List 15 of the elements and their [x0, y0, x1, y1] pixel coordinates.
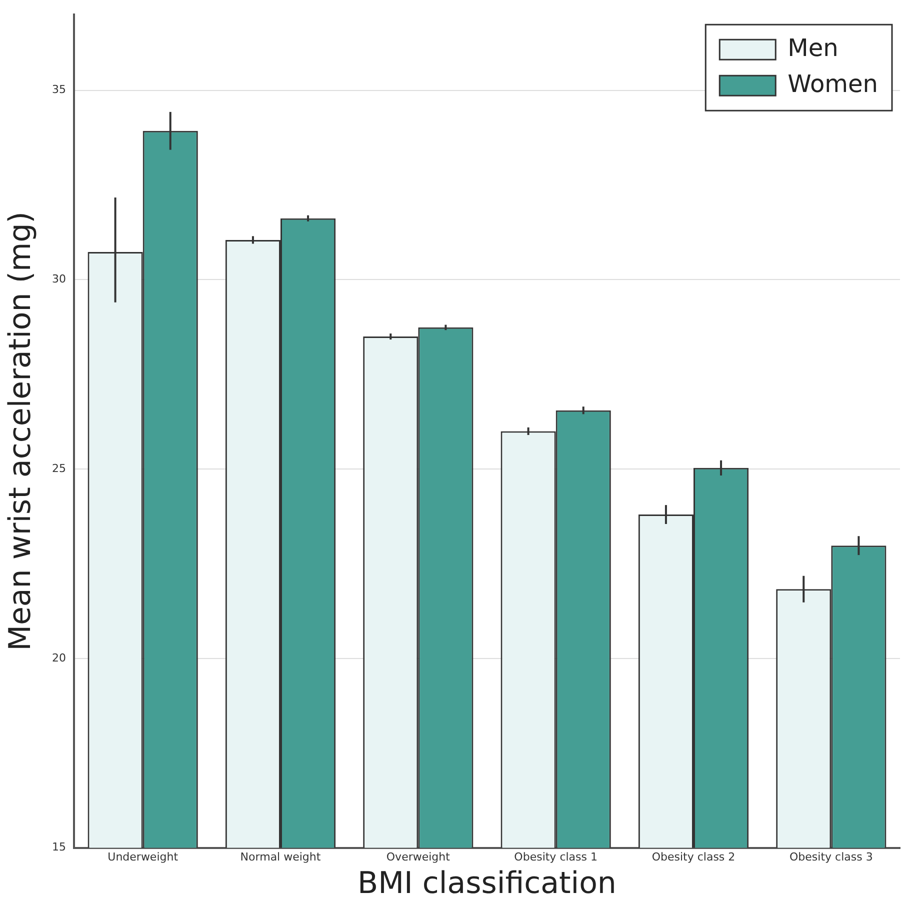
- x-tick-label: Obesity class 2: [652, 850, 736, 864]
- x-tick-label: Underweight: [108, 850, 179, 864]
- x-tick-label: Obesity class 1: [514, 850, 598, 864]
- x-tick-label: Obesity class 3: [790, 850, 873, 864]
- y-tick-label: 25: [52, 462, 66, 475]
- y-tick-label: 15: [52, 840, 66, 854]
- y-axis-title: Mean wrist acceleration (mg): [2, 211, 38, 651]
- x-tick-label: Overweight: [386, 850, 451, 864]
- y-tick-label: 20: [52, 651, 66, 664]
- y-tick-label: 30: [52, 272, 66, 286]
- legend-label: Women: [788, 70, 878, 98]
- x-tick-label: Normal weight: [240, 850, 322, 864]
- x-axis-title: BMI classification: [358, 866, 616, 901]
- legend-label: Men: [788, 34, 838, 62]
- y-tick-label: 35: [52, 83, 66, 96]
